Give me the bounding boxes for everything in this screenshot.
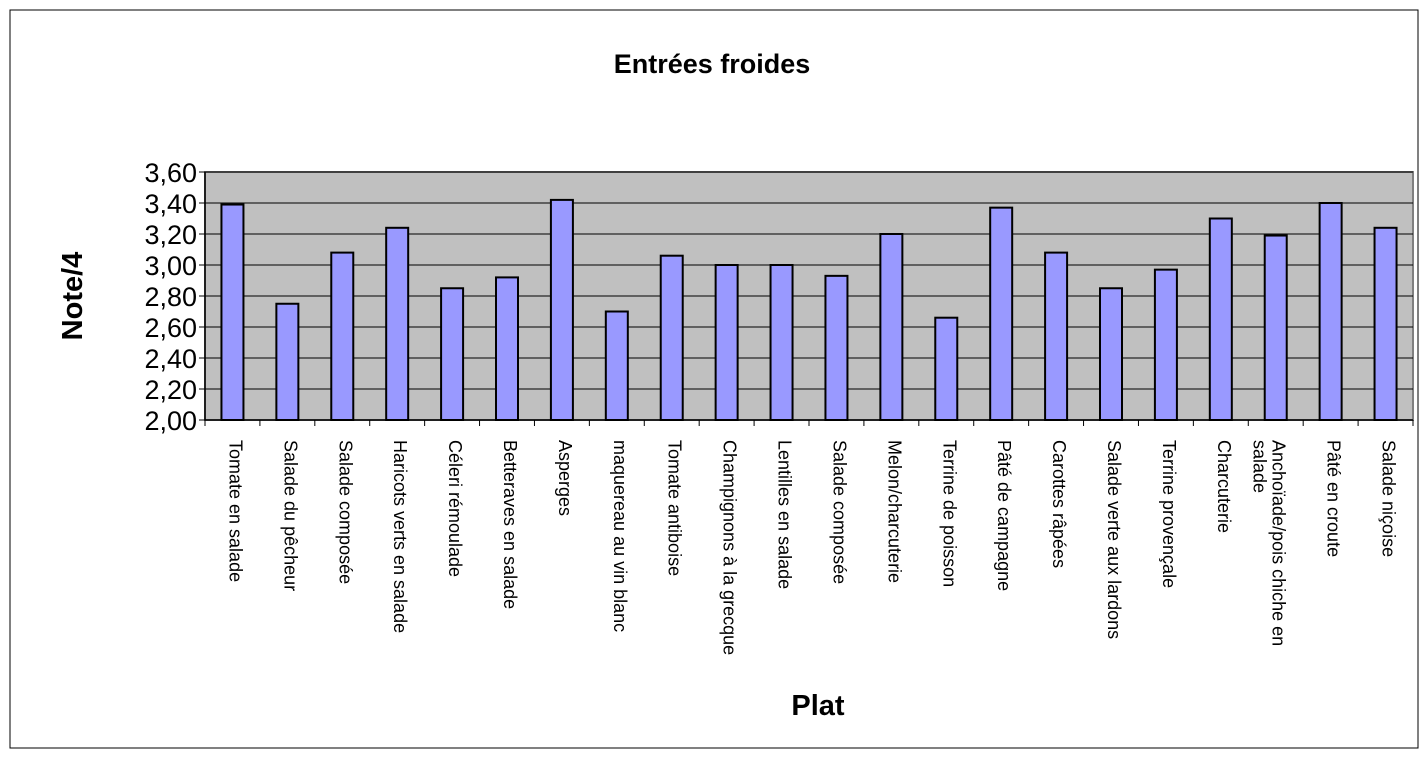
y-tick-label: 2,20 (144, 375, 197, 405)
y-tick-label: 3,00 (144, 251, 197, 281)
x-tick-label: Salade composée (335, 440, 356, 585)
y-tick-label: 3,40 (144, 189, 197, 219)
bar (385, 226, 410, 421)
x-tick-label: Tomate antiboise (664, 440, 685, 577)
bar (879, 233, 904, 421)
x-tick-label: Terrine de poisson (939, 440, 960, 588)
bar (220, 203, 245, 421)
y-tick-label: 2,00 (144, 406, 197, 436)
bar (1318, 202, 1343, 421)
x-tick-label: Salade du pêcheur (280, 440, 301, 592)
chart-title: Entrées froides (614, 49, 811, 79)
x-tick-label: Anchoïade/pois chiche en salade (1249, 440, 1289, 647)
bar (769, 264, 794, 421)
x-tick-label: Pâté en croute (1323, 440, 1344, 558)
bar (549, 198, 574, 421)
x-tick-label: Salade composée (829, 440, 850, 585)
x-tick-label: maquereau au vin blanc (609, 440, 630, 633)
bar (1099, 287, 1123, 421)
x-tick-label: Lentilles en salade (774, 440, 795, 590)
y-axis-title: Note/4 (57, 252, 89, 341)
bar (659, 254, 684, 421)
x-tick-label: Asperges (554, 440, 575, 517)
x-tick-label: Terrine provençale (1158, 440, 1179, 589)
bar (989, 206, 1014, 421)
bar (440, 287, 465, 421)
bar (275, 302, 300, 421)
x-tick-label: Salade niçoise (1378, 440, 1399, 558)
x-tick-label: Tomate en salade (225, 440, 246, 583)
bar (1208, 217, 1233, 421)
bar (330, 251, 355, 421)
bar (604, 310, 629, 421)
bar (1153, 268, 1178, 421)
x-tick-label: Champignons à la grecque (719, 440, 740, 656)
x-tick-label: Pâté de campagne (994, 440, 1015, 592)
x-tick-label: Carottes râpées (1049, 440, 1070, 569)
y-tick-label: 2,80 (144, 282, 197, 312)
y-tick-label: 3,60 (144, 158, 197, 188)
x-tick-label: Haricots verts en salade (390, 440, 411, 634)
bar (1263, 234, 1288, 421)
y-tick-label: 2,40 (144, 344, 197, 374)
bar (495, 276, 519, 421)
x-tick-label: Salade verte aux lardons (1104, 440, 1124, 640)
x-tick-label: Melon/charcuterie (884, 440, 905, 584)
y-tick-label: 3,20 (144, 220, 197, 250)
x-tick-label: Céleri rémoulade (445, 440, 466, 578)
x-tick-label: Betteraves en salade (500, 440, 520, 610)
bar (1373, 226, 1398, 421)
bar (1044, 251, 1069, 421)
bar (934, 316, 959, 422)
bar (824, 274, 849, 421)
y-tick-label: 2,60 (144, 313, 197, 343)
x-tick-label: Charcuterie (1213, 440, 1234, 534)
x-axis-title: Plat (791, 690, 845, 722)
bar (714, 264, 739, 421)
